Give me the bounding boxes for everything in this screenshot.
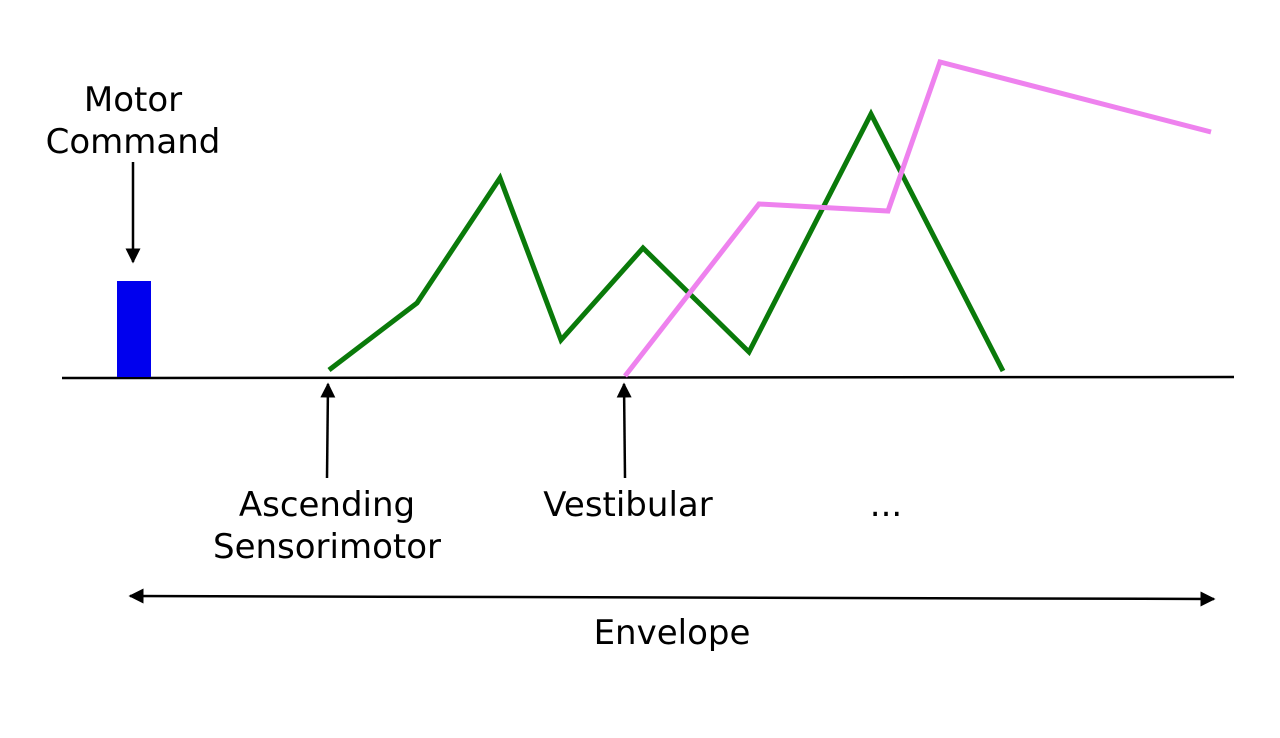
vestibular-arrow <box>616 382 632 479</box>
ascending-sensorimotor-label-line-1: Ascending <box>238 485 416 525</box>
vestibular-trace <box>623 59 1212 378</box>
ascending-sensorimotor-label-line-2: Sensorimotor <box>212 527 442 567</box>
envelope-label: Envelope <box>593 613 751 653</box>
ellipsis-label: ... <box>869 485 903 525</box>
envelope-double-arrow <box>128 588 1216 607</box>
motor-command-label-line-1: Motor <box>83 80 183 120</box>
motor-command-label: Motor Command <box>33 79 233 163</box>
vestibular-label: Vestibular <box>543 485 713 525</box>
motor-command-bar <box>117 281 151 377</box>
ascending-sensorimotor-trace <box>327 108 1006 373</box>
baseline-axis <box>61 375 1235 380</box>
motor-command-label-line-2: Command <box>45 122 221 162</box>
ascending-sensorimotor-label: Ascending Sensorimotor <box>177 484 477 568</box>
ascending-sensorimotor-arrow <box>320 382 336 479</box>
